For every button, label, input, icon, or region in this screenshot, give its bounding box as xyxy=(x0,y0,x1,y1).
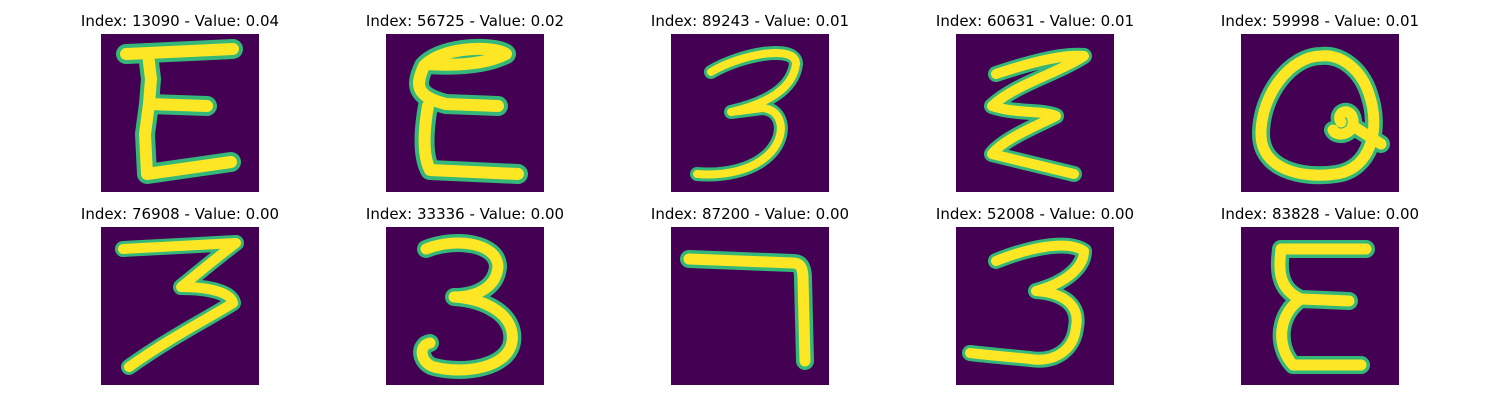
digit-image xyxy=(956,34,1114,192)
panel-title: Index: 87200 - Value: 0.00 xyxy=(650,205,850,223)
digit-image xyxy=(671,227,829,385)
handwritten-glyph-e xyxy=(1270,240,1375,374)
panel-title: Index: 89243 - Value: 0.01 xyxy=(650,12,850,30)
digit-image xyxy=(1241,227,1399,385)
image-panel-9: Index: 52008 - Value: 0.00 xyxy=(925,203,1145,385)
digit-image xyxy=(386,227,544,385)
panel-title: Index: 76908 - Value: 0.00 xyxy=(80,205,280,223)
handwritten-glyph-3 xyxy=(690,46,803,182)
digit-image xyxy=(1241,34,1399,192)
panel-title: Index: 13090 - Value: 0.04 xyxy=(80,12,280,30)
digit-image xyxy=(671,34,829,192)
image-panel-6: Index: 76908 - Value: 0.00 xyxy=(70,203,290,385)
panel-title: Index: 83828 - Value: 0.00 xyxy=(1220,205,1420,223)
handwritten-glyph-3 xyxy=(115,235,244,375)
image-panel-2: Index: 56725 - Value: 0.02 xyxy=(355,10,575,192)
panel-title: Index: 33336 - Value: 0.00 xyxy=(365,205,565,223)
handwritten-glyph-7 xyxy=(680,250,814,370)
handwritten-glyph-e xyxy=(409,38,528,184)
image-panel-5: Index: 59998 - Value: 0.01 xyxy=(1210,10,1430,192)
handwritten-glyph-q xyxy=(1252,46,1390,185)
handwritten-glyph-3 xyxy=(962,237,1092,368)
handwritten-glyph-z xyxy=(984,47,1092,182)
image-panel-3: Index: 89243 - Value: 0.01 xyxy=(640,10,860,192)
image-panel-7: Index: 33336 - Value: 0.00 xyxy=(355,203,575,385)
image-panel-1: Index: 13090 - Value: 0.04 xyxy=(70,10,290,192)
digit-image xyxy=(956,227,1114,385)
handwritten-glyph-3 xyxy=(413,234,522,379)
digit-image xyxy=(101,34,259,192)
panel-title: Index: 56725 - Value: 0.02 xyxy=(365,12,565,30)
digit-image xyxy=(101,227,259,385)
panel-title: Index: 60631 - Value: 0.01 xyxy=(935,12,1135,30)
panel-title: Index: 52008 - Value: 0.00 xyxy=(935,205,1135,223)
image-panel-4: Index: 60631 - Value: 0.01 xyxy=(925,10,1145,192)
panel-title: Index: 59998 - Value: 0.01 xyxy=(1220,12,1420,30)
digit-image xyxy=(386,34,544,192)
image-panel-8: Index: 87200 - Value: 0.00 xyxy=(640,203,860,385)
handwritten-glyph-e xyxy=(116,39,243,184)
image-panel-10: Index: 83828 - Value: 0.00 xyxy=(1210,203,1430,385)
